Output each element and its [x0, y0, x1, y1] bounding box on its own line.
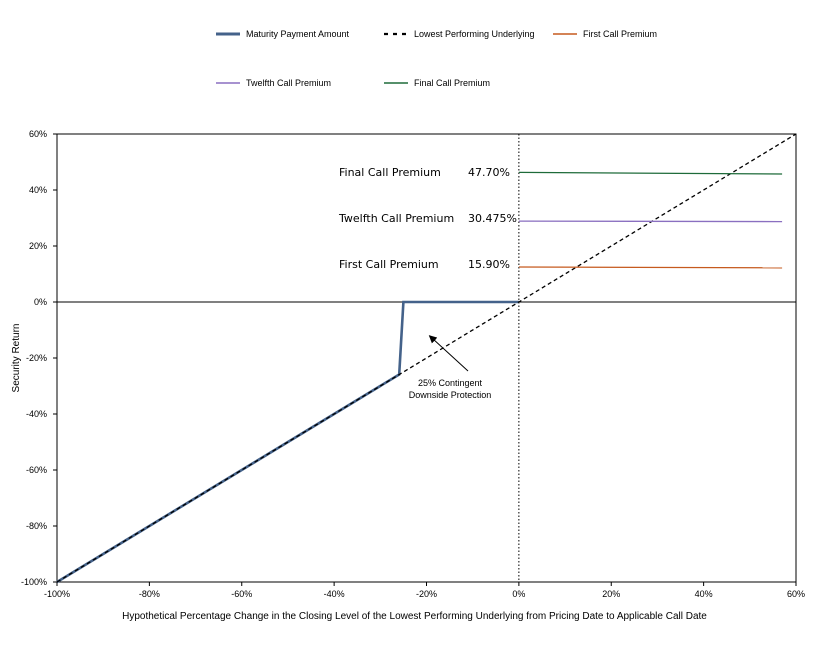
y-tick-label: 20% — [29, 241, 47, 251]
y-tick-label: 40% — [29, 185, 47, 195]
x-tick-label: -40% — [324, 589, 345, 599]
annotation-value-final-call-premium: 47.70% — [468, 166, 510, 179]
x-tick-label: 0% — [512, 589, 525, 599]
series-layer — [56, 133, 797, 584]
annotation-label-first-call-premium: First Call Premium — [339, 258, 439, 271]
annotations: Final Call Premium 47.70% Twelfth Call Pre… — [338, 166, 517, 400]
callout-text-line: Downside Protection — [409, 390, 492, 400]
series-line-final-call-premium — [518, 171, 783, 175]
x-tick-label: -100% — [44, 589, 70, 599]
annotation-label-final-call-premium: Final Call Premium — [339, 166, 441, 179]
series-line-first-call-premium — [518, 266, 783, 269]
legend: Maturity Payment Amount Lowest Performing… — [216, 29, 657, 88]
legend-label-final-call-premium: Final Call Premium — [414, 78, 490, 88]
y-tick-label: -80% — [26, 521, 47, 531]
y-tick-label: -40% — [26, 409, 47, 419]
series-line-maturity-payment-amount — [56, 300, 519, 584]
legend-label-maturity-payment-amount: Maturity Payment Amount — [246, 29, 350, 39]
y-tick-label: 0% — [34, 297, 47, 307]
legend-label-first-call-premium: First Call Premium — [583, 29, 657, 39]
series-line-twelfth-call-premium — [518, 220, 783, 223]
axes: -100% -80% -60% -40% -20% 0% 20% 40% 60% 60% 40% 20… — [11, 129, 805, 622]
annotation-label-twelfth-call-premium: Twelfth Call Premium — [338, 212, 454, 225]
y-tick-label: 60% — [29, 129, 47, 139]
callout-text-line: 25% Contingent — [418, 378, 483, 388]
y-axis-title: Security Return — [11, 324, 22, 393]
y-tick-label: -60% — [26, 465, 47, 475]
y-tick-label: -20% — [26, 353, 47, 363]
x-tick-label: -60% — [231, 589, 252, 599]
x-axis-title: Hypothetical Percentage Change in the Cl… — [122, 611, 707, 622]
x-tick-label: -80% — [139, 589, 160, 599]
series-line-lowest-performing-underlying — [56, 133, 797, 583]
callout-arrow — [428, 335, 469, 372]
annotation-value-first-call-premium: 15.90% — [468, 258, 510, 271]
legend-label-twelfth-call-premium: Twelfth Call Premium — [246, 78, 331, 88]
legend-label-lowest-performing-underlying: Lowest Performing Underlying — [414, 29, 535, 39]
x-tick-label: -20% — [416, 589, 437, 599]
annotation-value-twelfth-call-premium: 30.475% — [468, 212, 517, 225]
x-tick-label: 60% — [787, 589, 805, 599]
x-tick-label: 20% — [602, 589, 620, 599]
x-tick-label: 40% — [695, 589, 713, 599]
y-tick-label: -100% — [21, 577, 47, 587]
